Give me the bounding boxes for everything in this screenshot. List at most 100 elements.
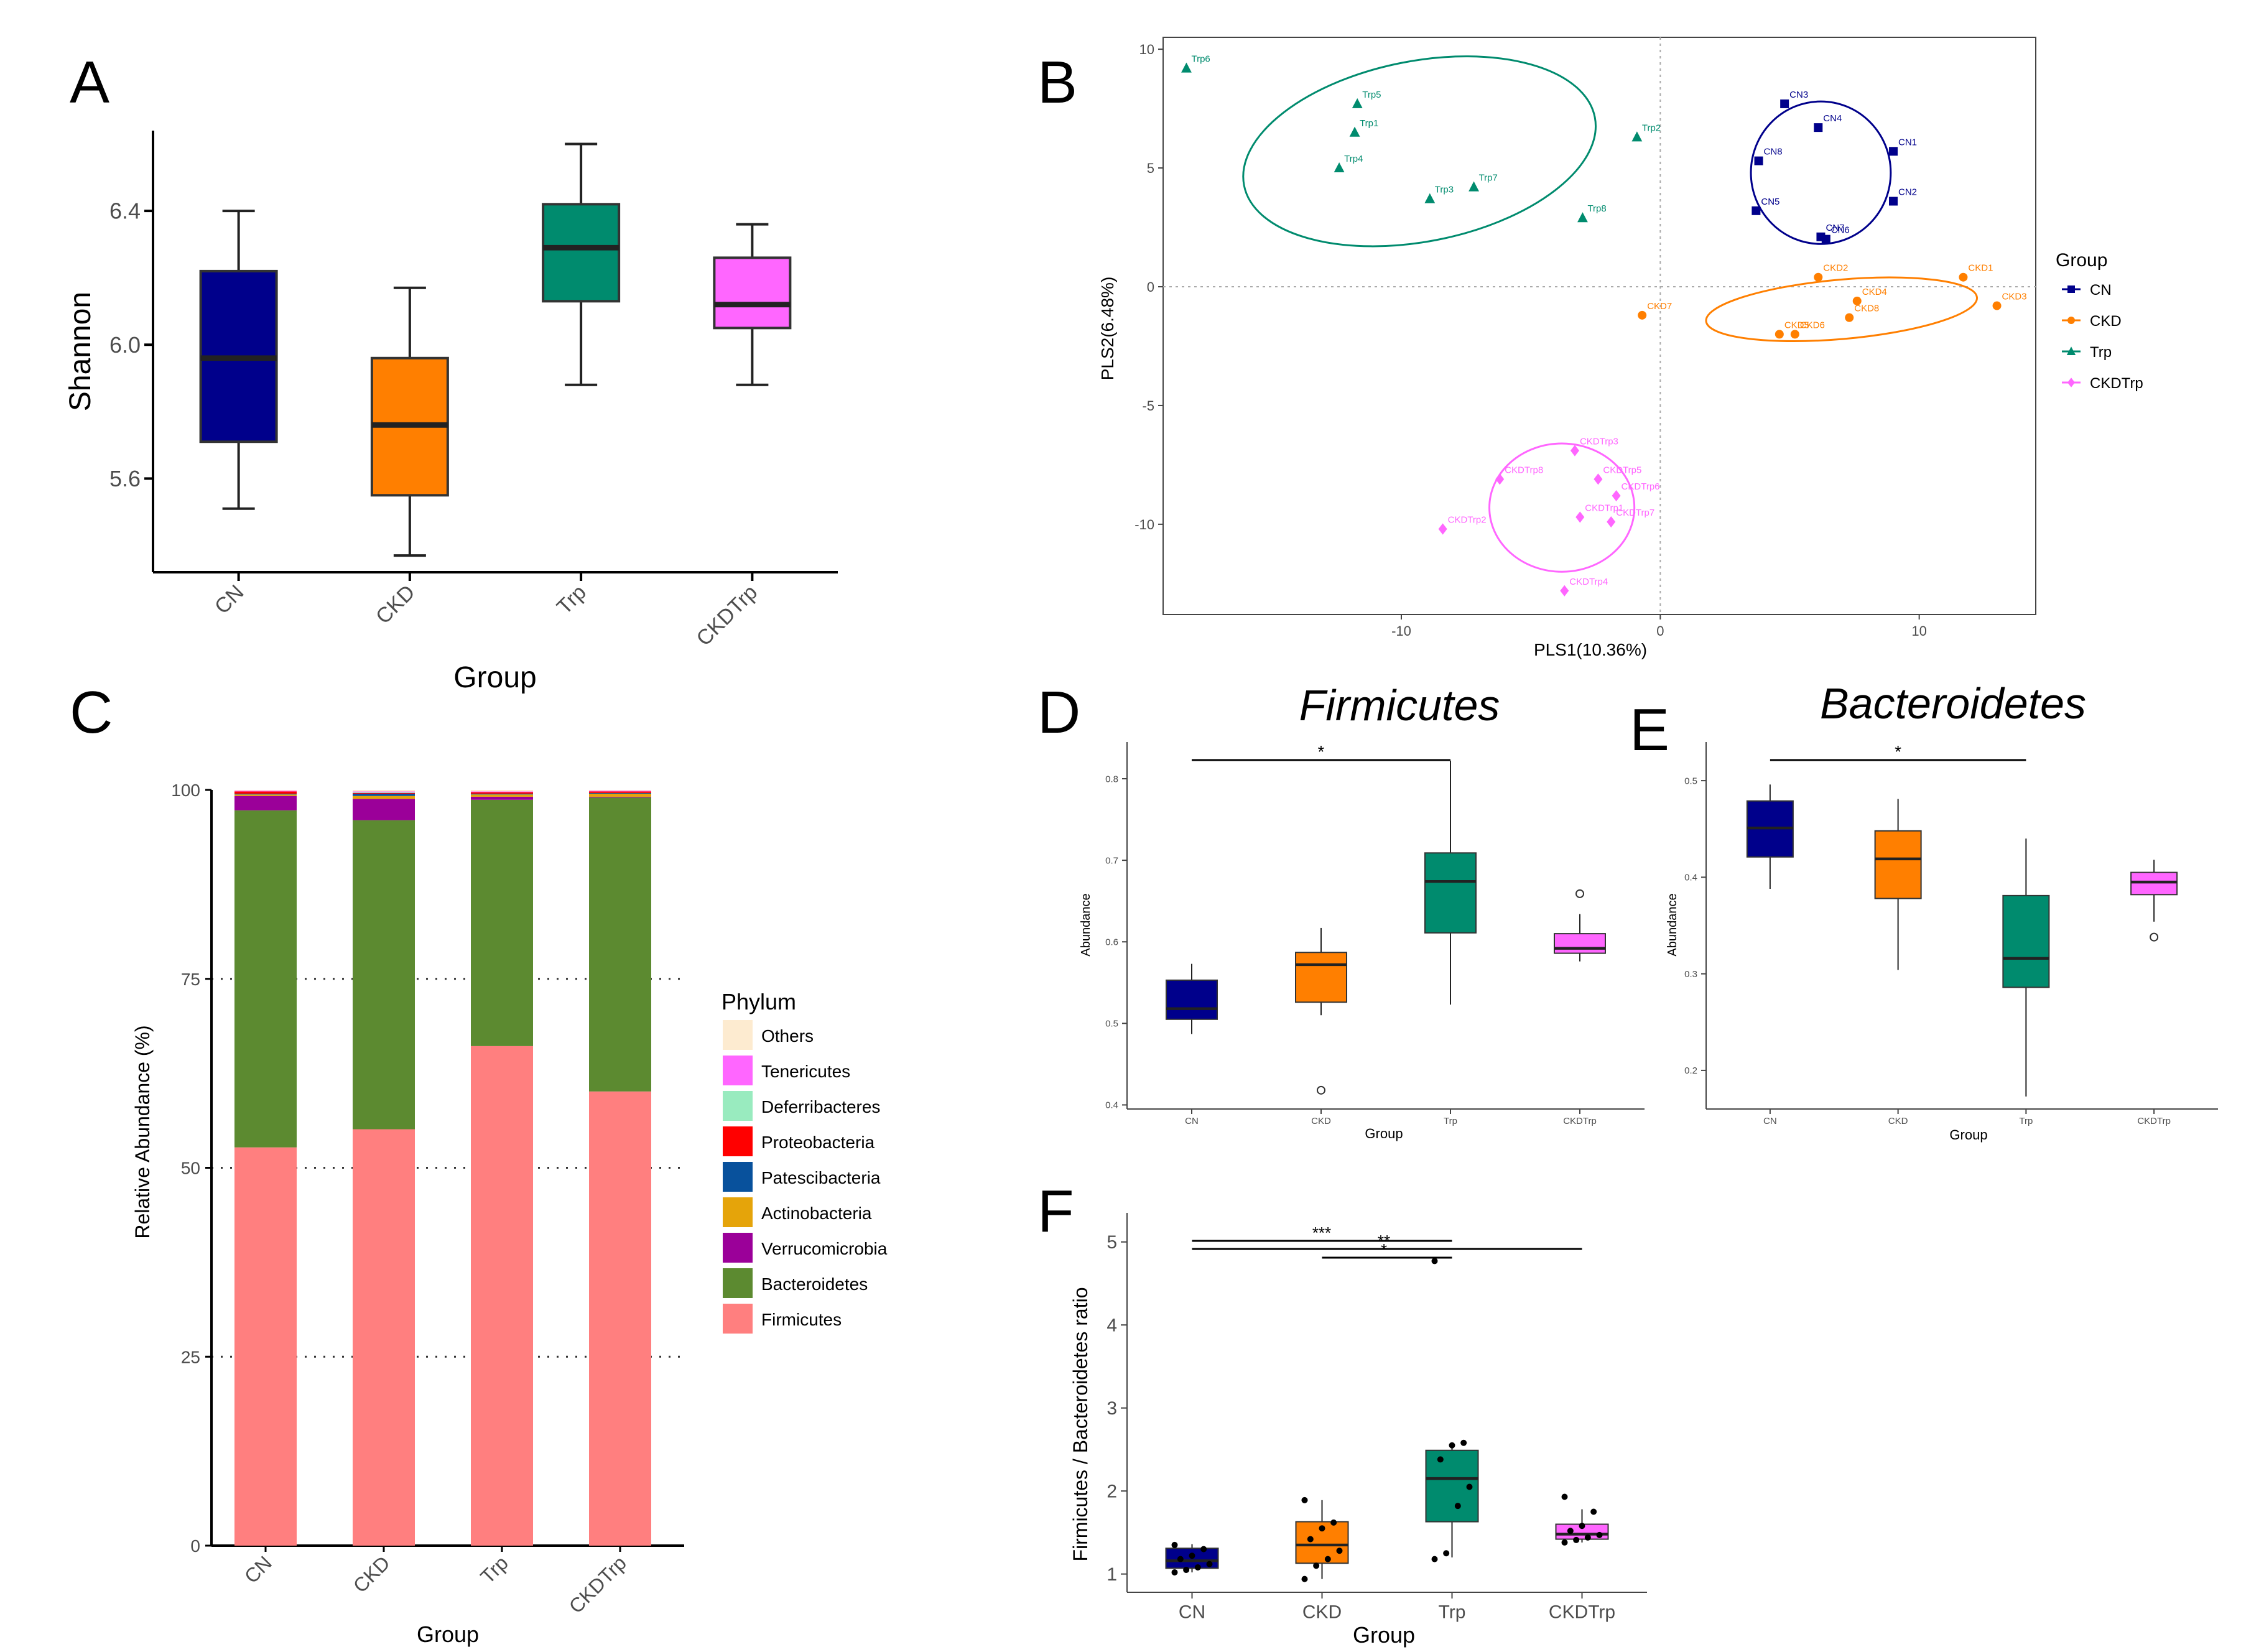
legend-label: Tenericutes: [761, 1062, 850, 1081]
bar-segment-tenericutes: [353, 791, 415, 792]
y-tick-label: 1: [1107, 1564, 1117, 1585]
point-marker: [1631, 131, 1643, 142]
point-label: CKDTrp5: [1603, 465, 1641, 475]
box-body: [1166, 979, 1218, 1020]
point-marker: [1424, 193, 1436, 203]
panel-e-plot: 0.20.30.40.5CN CKD Trp CKDTrp*: [1684, 742, 2218, 1126]
bar-segment-actinobacteria: [589, 794, 651, 797]
confidence-ellipse: [1705, 276, 1979, 342]
legend-swatch: [723, 1197, 753, 1227]
box-body: [1424, 852, 1477, 934]
y-tick-label: 5: [1107, 1232, 1117, 1253]
legend-item-CKD: CKD: [2062, 313, 2122, 330]
legend-swatch: [723, 1233, 753, 1263]
data-point: [1449, 1442, 1455, 1449]
legend-swatch: [723, 1304, 753, 1334]
bar-segment-proteobacteria: [471, 792, 533, 794]
point-marker: [1959, 272, 1968, 282]
plot-frame: [1162, 37, 2036, 615]
x-tick-label: CKD: [349, 1551, 394, 1597]
y-tick-label: 3: [1107, 1398, 1117, 1419]
x-tick-label: Trp: [2019, 1116, 2033, 1126]
data-point: [1319, 1525, 1325, 1532]
data-point: [1454, 1503, 1461, 1510]
data-point: [1590, 1508, 1597, 1515]
bar-segment-others: [589, 790, 651, 791]
point-marker: [2066, 346, 2076, 355]
panel-b-ylabel: PLS2(6.48%): [1098, 277, 1117, 381]
y-tick-label: 100: [171, 781, 200, 800]
legend-label: Patescibacteria: [761, 1168, 881, 1187]
x-tick-label: CKDTrp: [565, 1551, 631, 1617]
legend-swatch: [723, 1056, 753, 1085]
data-point: [1183, 1566, 1190, 1573]
point-label: Trp5: [1362, 90, 1381, 100]
confidence-ellipse: [1488, 442, 1636, 573]
point-label: CKDTrp3: [1580, 436, 1618, 447]
box-body: [1554, 933, 1606, 954]
legend-item-others: Others: [723, 1020, 814, 1050]
data-point: [1431, 1556, 1438, 1562]
point-label: Trp3: [1435, 185, 1454, 195]
legend-item-CN: CN: [2062, 282, 2112, 299]
box-CKD: [1295, 927, 1347, 1095]
point-marker: [1775, 330, 1784, 339]
box-CKDTrp: [713, 223, 792, 386]
point-label: CKDTrp7: [1616, 508, 1654, 518]
data-point: [1330, 1519, 1337, 1526]
data-point: [1206, 1561, 1213, 1567]
box-CKD: [1874, 799, 1922, 970]
bar-segment-bacteroidetes: [471, 799, 533, 1046]
panel-f-xlabel: Group: [1353, 1622, 1415, 1648]
x-tick-label: CN: [240, 1551, 276, 1587]
y-tick-label: 0.3: [1684, 969, 1697, 980]
panel-c-letter: C: [70, 679, 113, 746]
point-label: CKD8: [1854, 304, 1879, 314]
y-tick-label: 5: [1147, 160, 1154, 176]
point-marker: [1334, 162, 1345, 173]
point-marker: [2067, 378, 2075, 387]
point-marker: [1468, 181, 1479, 192]
legend-item-Trp: Trp: [2062, 344, 2112, 361]
legend-swatch: [723, 1126, 753, 1156]
data-point: [1301, 1575, 1308, 1582]
box-CKDTrp: [1554, 889, 1606, 962]
point-label: CN3: [1789, 90, 1808, 100]
data-point: [1584, 1534, 1591, 1541]
outlier-point: [1317, 1085, 1325, 1095]
y-tick-label: 0: [190, 1536, 200, 1556]
y-tick-label: 4: [1107, 1316, 1117, 1336]
point-marker: [1612, 490, 1621, 502]
y-tick-label: 50: [181, 1159, 200, 1178]
data-point: [1336, 1548, 1343, 1554]
point-marker: [1349, 126, 1360, 137]
confidence-ellipse: [1750, 100, 1892, 245]
legend-label: Others: [761, 1026, 814, 1046]
point-label: CKD5: [1784, 320, 1809, 330]
panel-a-xlabel: Group: [453, 661, 536, 694]
box-CN: [199, 210, 278, 510]
data-point: [1443, 1550, 1450, 1557]
x-tick-label: CKDTrp: [1563, 1116, 1597, 1126]
group-Trp: Trp1 Trp2 Trp3 Trp4 Trp5 Trp6 Trp7 Trp8: [1181, 54, 1661, 248]
point-label: CN5: [1761, 197, 1779, 207]
y-tick-label: 0.5: [1105, 1019, 1118, 1029]
point-marker: [1607, 516, 1616, 528]
panel-a-plot: 5.66.06.4CN CKD Trp CKDTrp: [109, 131, 838, 651]
bar-segment-proteobacteria: [234, 791, 297, 794]
legend-item-deferribacteres: Deferribacteres: [723, 1091, 880, 1121]
point-label: CKD1: [1968, 263, 1993, 274]
point-label: CN8: [1764, 147, 1783, 157]
legend-label: CN: [2090, 282, 2112, 299]
point-marker: [1780, 99, 1789, 108]
y-tick-label: 0.4: [1105, 1100, 1118, 1111]
data-point: [1307, 1536, 1314, 1543]
x-tick-label: 0: [1656, 623, 1664, 639]
x-tick-label: CN: [1179, 1602, 1205, 1623]
panel-f-ylabel: Firmicutes / Bacteroidetes ratio: [1069, 1287, 1092, 1561]
legend-swatch: [723, 1268, 753, 1298]
y-tick-label: 0: [1147, 279, 1154, 295]
bar-segment-patescibacteria: [589, 792, 651, 794]
